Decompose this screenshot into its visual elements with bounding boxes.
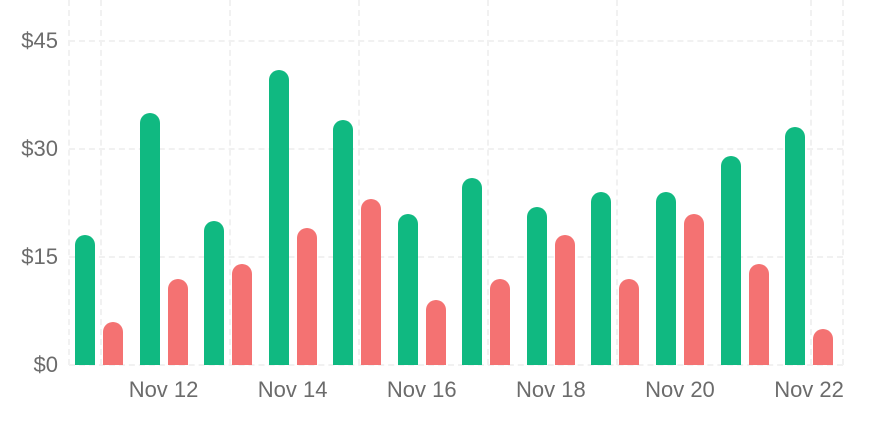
income-bar[interactable]	[462, 177, 483, 365]
vertical-grid-line	[842, 0, 844, 365]
y-tick-label: $45	[21, 28, 58, 53]
income-bar[interactable]	[139, 113, 160, 365]
expense-bar[interactable]	[103, 321, 123, 365]
income-bar[interactable]	[204, 221, 225, 365]
expense-bar[interactable]	[748, 264, 769, 365]
x-tick-label: Nov 16	[386, 377, 457, 402]
expense-bar[interactable]	[683, 213, 704, 365]
expense-bar[interactable]	[232, 264, 253, 365]
income-bar[interactable]	[333, 120, 354, 365]
income-bar[interactable]	[591, 192, 612, 365]
x-tick-label: Nov 18	[515, 377, 586, 402]
income-bar[interactable]	[526, 206, 547, 365]
vertical-grid-line	[616, 0, 618, 365]
expense-bar[interactable]	[619, 278, 640, 365]
vertical-grid-line	[229, 0, 231, 365]
x-tick-label: Nov 22	[774, 377, 844, 402]
x-tick-label: Nov 12	[128, 377, 199, 402]
expense-bar[interactable]	[813, 329, 834, 365]
income-bar[interactable]	[785, 127, 806, 365]
x-tick-label: Nov 14	[257, 377, 328, 402]
horizontal-grid-line	[69, 256, 843, 258]
x-tick-label: Nov 20	[645, 377, 715, 402]
income-bar[interactable]	[397, 213, 418, 365]
horizontal-grid-line	[69, 148, 843, 150]
vertical-grid-line	[487, 0, 489, 365]
expense-bar[interactable]	[167, 278, 188, 365]
income-bar[interactable]	[720, 156, 741, 365]
vertical-grid-line	[358, 0, 360, 365]
y-tick-label: $30	[21, 136, 58, 161]
horizontal-grid-line	[69, 364, 843, 366]
income-bar[interactable]	[268, 69, 289, 365]
expense-bar[interactable]	[490, 278, 511, 365]
y-tick-label: $15	[21, 244, 58, 269]
y-tick-label: $0	[33, 352, 58, 377]
income-bar[interactable]	[655, 192, 676, 365]
vertical-grid-line	[68, 0, 70, 365]
expense-bar[interactable]	[296, 228, 317, 365]
horizontal-grid-line	[69, 40, 843, 42]
vertical-grid-line	[100, 0, 102, 365]
expense-bar[interactable]	[425, 300, 446, 365]
expense-bar[interactable]	[361, 199, 382, 365]
expense-bar[interactable]	[554, 235, 575, 365]
income-bar[interactable]	[75, 235, 95, 365]
vertical-grid-line	[810, 0, 812, 365]
